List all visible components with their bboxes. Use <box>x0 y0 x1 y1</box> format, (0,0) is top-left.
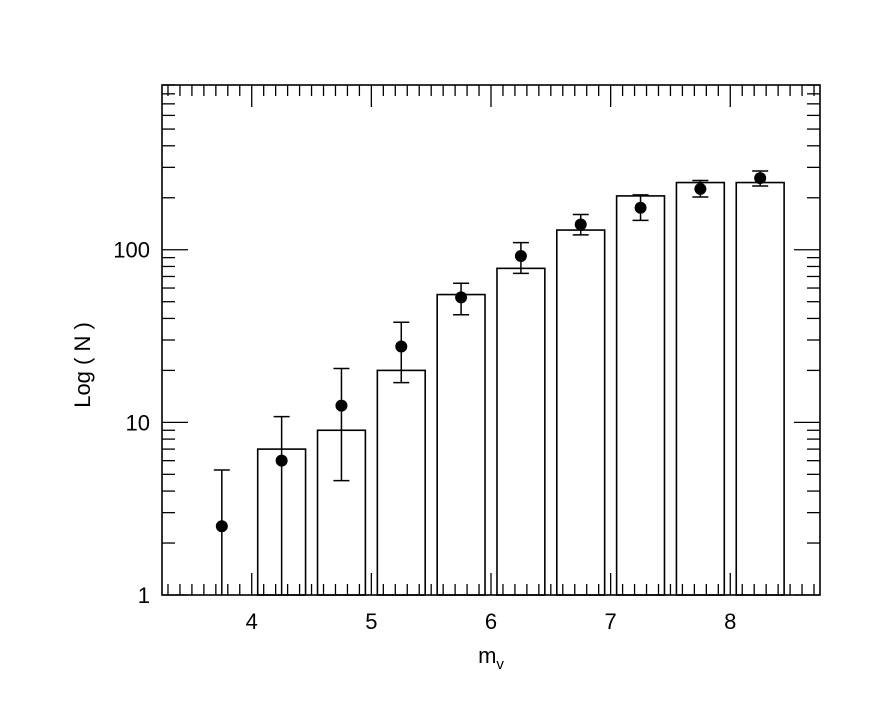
error-bar <box>333 367 350 482</box>
data-point <box>694 182 707 195</box>
axis-ticks-layer <box>162 84 820 596</box>
data-point <box>395 340 408 353</box>
x-axis-label-main: m <box>478 643 496 668</box>
bar <box>615 195 666 596</box>
error-bar <box>213 469 230 595</box>
x-tick-label: 6 <box>485 609 497 634</box>
x-tick-label: 8 <box>724 609 736 634</box>
y-axis-label: Log ( N ) <box>70 322 95 408</box>
data-point <box>754 172 767 185</box>
plot-frame <box>161 84 821 596</box>
data-point <box>275 454 288 467</box>
bar <box>555 229 606 596</box>
data-point <box>514 249 527 262</box>
tick-labels-layer: 4 5 6 7 8 1 10 100 <box>113 238 736 634</box>
x-tick-label: 7 <box>605 609 617 634</box>
bars-layer <box>256 181 785 596</box>
bar <box>436 293 486 596</box>
bar <box>376 369 427 596</box>
bar <box>675 181 726 596</box>
error-bar <box>273 415 290 595</box>
bar <box>735 181 785 596</box>
data-point <box>335 399 348 412</box>
x-axis-label-subscript: v <box>496 656 504 673</box>
y-tick-label: 10 <box>126 410 150 435</box>
data-point <box>455 291 468 304</box>
data-points-layer <box>215 172 767 533</box>
x-tick-label: 5 <box>365 609 377 634</box>
data-point <box>574 218 587 231</box>
data-point <box>215 520 228 533</box>
x-axis-label: mv <box>478 643 504 673</box>
data-point <box>634 201 647 214</box>
y-tick-label: 1 <box>138 583 150 608</box>
x-tick-label: 4 <box>246 609 258 634</box>
bar <box>496 267 546 596</box>
y-tick-label: 100 <box>113 238 150 263</box>
